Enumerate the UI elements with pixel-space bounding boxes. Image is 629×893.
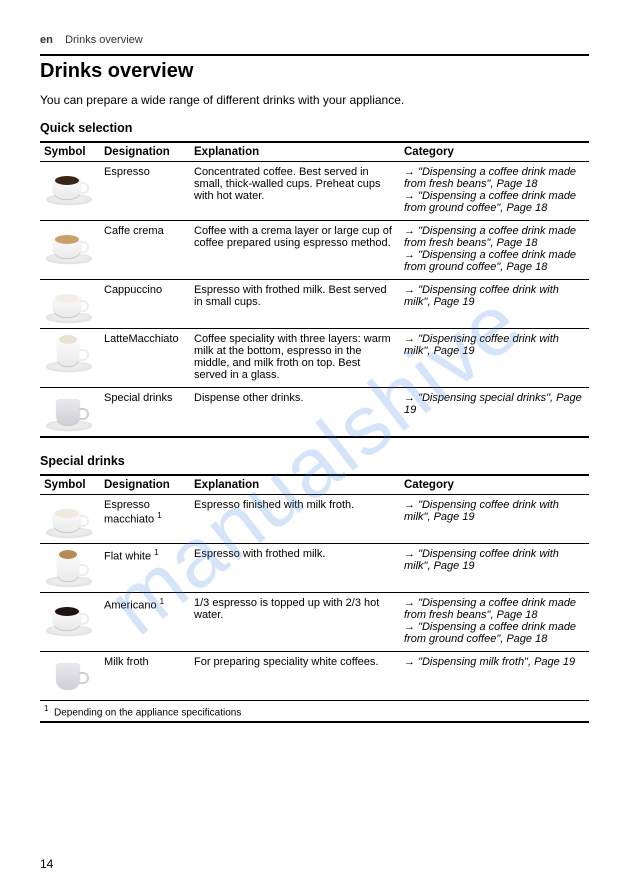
cell-explanation: Coffee speciality with three layers: war… [190, 329, 400, 388]
header-section: Drinks overview [65, 34, 143, 46]
cell-symbol [40, 652, 100, 701]
cell-category: "Dispensing coffee drink with milk", Pag… [400, 544, 589, 593]
th-symbol: Symbol [40, 142, 100, 162]
cell-category: "Dispensing a coffee drink made from fre… [400, 162, 589, 221]
cell-designation: Milk froth [100, 652, 190, 701]
cell-designation: Espresso [100, 162, 190, 221]
special-drinks-label: Special drinks [40, 454, 589, 468]
table-row: Cappuccino Espresso with frothed milk. B… [40, 280, 589, 329]
drink-icon [44, 499, 94, 537]
drink-icon [44, 284, 94, 322]
cell-designation: Americano 1 [100, 593, 190, 652]
quick-selection-table: Symbol Designation Explanation Category … [40, 141, 589, 438]
th-symbol: Symbol [40, 475, 100, 495]
drink-icon [44, 597, 94, 635]
cell-category: "Dispensing milk froth", Page 19 [400, 652, 589, 701]
title-rule [40, 54, 589, 56]
drink-icon [44, 166, 94, 204]
quick-selection-label: Quick selection [40, 121, 589, 135]
cell-designation: LatteMacchiato [100, 329, 190, 388]
th-designation: Designation [100, 142, 190, 162]
cell-explanation: Dispense other drinks. [190, 388, 400, 438]
cell-explanation: Coffee with a crema layer or large cup o… [190, 221, 400, 280]
special-drinks-table: Symbol Designation Explanation Category … [40, 474, 589, 723]
category-ref: "Dispensing a coffee drink made from gro… [404, 621, 585, 645]
category-ref: "Dispensing coffee drink with milk", Pag… [404, 548, 585, 572]
cell-symbol [40, 221, 100, 280]
cell-designation: Special drinks [100, 388, 190, 438]
th-designation: Designation [100, 475, 190, 495]
cell-category: "Dispensing special drinks", Page 19 [400, 388, 589, 438]
cell-explanation: For preparing speciality white coffees. [190, 652, 400, 701]
intro-text: You can prepare a wide range of differen… [40, 93, 589, 107]
header-lang: en [40, 34, 53, 46]
table-row: Milk froth For preparing speciality whit… [40, 652, 589, 701]
cell-explanation: Espresso finished with milk froth. [190, 495, 400, 544]
drink-icon [44, 656, 94, 694]
th-category: Category [400, 142, 589, 162]
page-header: en Drinks overview [40, 34, 589, 46]
drink-icon [44, 392, 94, 430]
cell-designation: Caffe crema [100, 221, 190, 280]
drink-icon [44, 548, 94, 586]
cell-category: "Dispensing coffee drink with milk", Pag… [400, 280, 589, 329]
category-ref: "Dispensing milk froth", Page 19 [404, 656, 585, 668]
cell-category: "Dispensing a coffee drink made from fre… [400, 593, 589, 652]
cell-designation: Flat white 1 [100, 544, 190, 593]
cell-symbol [40, 329, 100, 388]
category-ref: "Dispensing a coffee drink made from fre… [404, 597, 585, 621]
cell-category: "Dispensing coffee drink with milk", Pag… [400, 495, 589, 544]
th-category: Category [400, 475, 589, 495]
page-number: 14 [40, 857, 53, 871]
category-ref: "Dispensing coffee drink with milk", Pag… [404, 499, 585, 523]
drink-icon [44, 225, 94, 263]
cell-explanation: Espresso with frothed milk. [190, 544, 400, 593]
cell-explanation: 1/3 espresso is topped up with 2/3 hot w… [190, 593, 400, 652]
category-ref: "Dispensing a coffee drink made from gro… [404, 190, 585, 214]
cell-category: "Dispensing coffee drink with milk", Pag… [400, 329, 589, 388]
cell-symbol [40, 388, 100, 438]
cell-symbol [40, 495, 100, 544]
table-row: Espresso macchiato 1 Espresso finished w… [40, 495, 589, 544]
cell-symbol [40, 280, 100, 329]
table-row: Special drinks Dispense other drinks. "D… [40, 388, 589, 438]
table-row: Espresso Concentrated coffee. Best serve… [40, 162, 589, 221]
drink-icon [44, 333, 94, 371]
th-explanation: Explanation [190, 475, 400, 495]
footnote-row: 1 Depending on the appliance specificati… [40, 701, 589, 723]
category-ref: "Dispensing coffee drink with milk", Pag… [404, 284, 585, 308]
page-title: Drinks overview [40, 60, 589, 83]
cell-designation: Espresso macchiato 1 [100, 495, 190, 544]
category-ref: "Dispensing special drinks", Page 19 [404, 392, 585, 416]
cell-category: "Dispensing a coffee drink made from fre… [400, 221, 589, 280]
table-row: Flat white 1 Espresso with frothed milk.… [40, 544, 589, 593]
cell-explanation: Espresso with frothed milk. Best served … [190, 280, 400, 329]
cell-symbol [40, 544, 100, 593]
cell-designation: Cappuccino [100, 280, 190, 329]
category-ref: "Dispensing a coffee drink made from fre… [404, 166, 585, 190]
th-explanation: Explanation [190, 142, 400, 162]
table-row: LatteMacchiato Coffee speciality with th… [40, 329, 589, 388]
table-row: Americano 1 1/3 espresso is topped up wi… [40, 593, 589, 652]
category-ref: "Dispensing a coffee drink made from gro… [404, 249, 585, 273]
cell-symbol [40, 162, 100, 221]
table-row: Caffe crema Coffee with a crema layer or… [40, 221, 589, 280]
cell-symbol [40, 593, 100, 652]
category-ref: "Dispensing a coffee drink made from fre… [404, 225, 585, 249]
cell-explanation: Concentrated coffee. Best served in smal… [190, 162, 400, 221]
category-ref: "Dispensing coffee drink with milk", Pag… [404, 333, 585, 357]
